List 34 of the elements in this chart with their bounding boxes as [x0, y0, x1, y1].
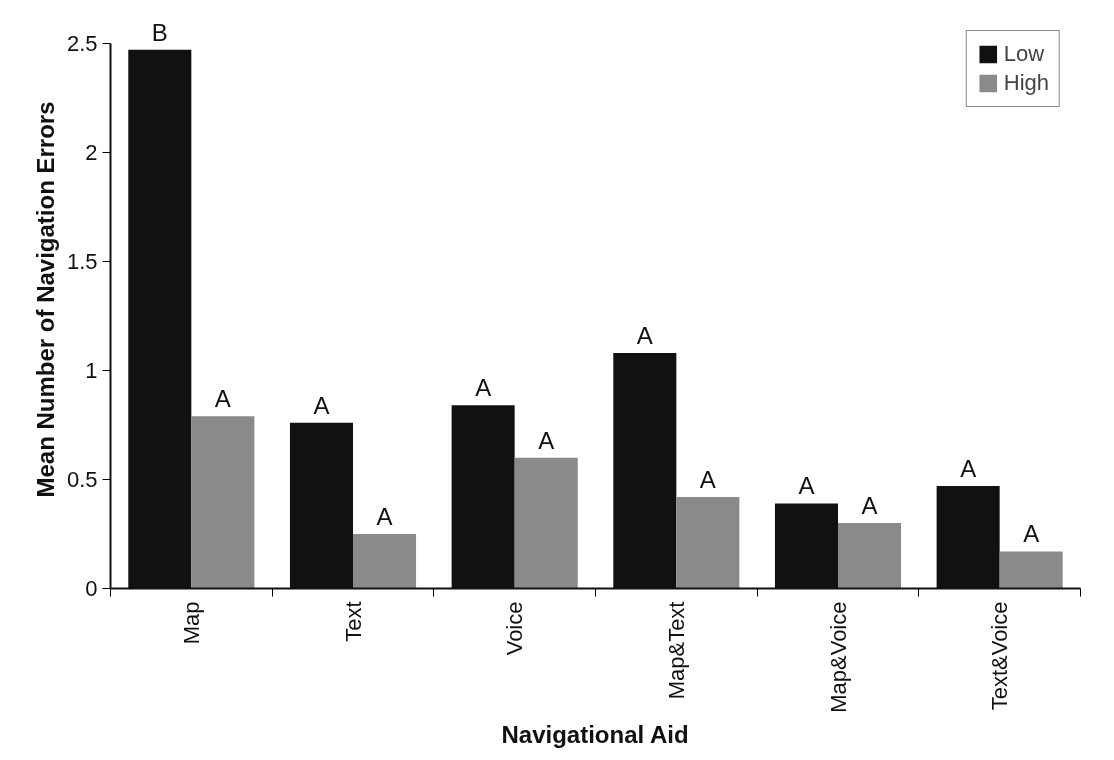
bar	[838, 523, 902, 589]
annotation: A	[1023, 520, 1040, 548]
annotation: A	[636, 321, 653, 349]
x-tick-label: Voice	[502, 601, 528, 656]
legend-label: Low	[1003, 41, 1045, 67]
bar	[676, 496, 740, 589]
annotation: A	[861, 492, 878, 520]
x-tick-label: Map&Text	[663, 601, 689, 700]
x-tick-label: Map	[178, 601, 204, 645]
y-tick-label: 2.5	[66, 30, 98, 56]
annotation: A	[798, 472, 815, 500]
legend-label: High	[1003, 70, 1049, 96]
bar	[514, 457, 578, 589]
y-tick-label: 1.5	[66, 248, 98, 274]
annotation: B	[151, 18, 168, 46]
x-tick-label: Map&Voice	[825, 601, 851, 713]
x-axis-title: Navigational Aid	[501, 720, 689, 748]
bar	[191, 416, 255, 589]
annotation: A	[214, 385, 231, 413]
annotation: A	[960, 454, 977, 482]
annotation: A	[376, 502, 393, 530]
y-tick-label: 2	[85, 139, 98, 165]
annotation: A	[475, 374, 492, 402]
annotation: A	[313, 391, 330, 419]
y-tick-label: 0	[85, 576, 98, 601]
x-tick-label: Text&Voice	[987, 601, 1013, 711]
bar	[353, 533, 417, 589]
y-tick-label: 0.5	[66, 466, 98, 492]
annotation: A	[538, 426, 555, 454]
annotation: A	[699, 465, 716, 493]
y-tick-label: 1	[85, 357, 98, 383]
bar	[999, 551, 1063, 589]
x-tick-label: Text	[340, 601, 366, 642]
y-axis-title: Mean Number of Navigation Errors	[31, 101, 59, 498]
